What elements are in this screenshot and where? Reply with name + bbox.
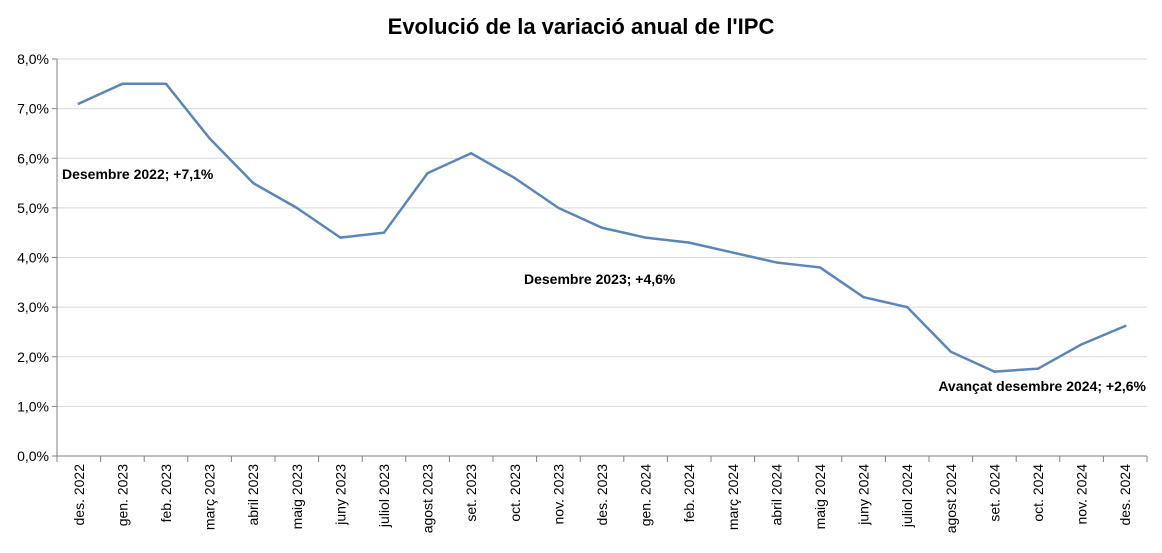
data-point <box>513 176 516 180</box>
data-point <box>557 206 560 210</box>
x-tick-label: maig 2023 <box>289 464 305 530</box>
x-tick-label: abril 2024 <box>768 464 784 526</box>
x-tick-label: maig 2024 <box>812 464 828 530</box>
y-tick-label: 7,0% <box>17 101 49 117</box>
x-tick-label: oct. 2023 <box>507 464 523 522</box>
data-point <box>121 82 124 86</box>
x-tick-label: des. 2022 <box>71 464 87 526</box>
data-point <box>600 226 604 229</box>
chart-title: Evolució de la variació anual de l'IPC <box>388 14 775 39</box>
y-tick-label: 8,0% <box>17 51 49 67</box>
y-tick-label: 0,0% <box>17 448 49 464</box>
annotation-label: Desembre 2023; +4,6% <box>524 271 676 287</box>
data-point <box>731 251 734 254</box>
y-tick-label: 4,0% <box>17 250 49 266</box>
data-point <box>688 241 691 244</box>
data-point <box>295 206 298 210</box>
x-tick-label: feb. 2024 <box>681 464 697 523</box>
x-tick-label: juny 2024 <box>856 464 872 526</box>
x-tick-label: nov. 2023 <box>550 464 566 525</box>
gridlines <box>57 58 1147 407</box>
data-point <box>949 350 952 353</box>
y-tick-label: 2,0% <box>17 349 49 365</box>
y-tick-label: 3,0% <box>17 299 49 315</box>
y-tick-label: 1,0% <box>17 398 49 414</box>
series-layer <box>77 82 1127 373</box>
axes <box>52 58 1148 462</box>
data-point <box>1036 367 1040 370</box>
x-tick-label: gen. 2023 <box>114 464 130 526</box>
data-point <box>906 305 909 309</box>
y-tick-label: 5,0% <box>17 200 49 216</box>
x-tick-label: des. 2024 <box>1117 464 1133 526</box>
data-point <box>775 261 778 264</box>
data-point <box>382 231 386 234</box>
data-point <box>208 137 211 140</box>
x-tick-label: set. 2023 <box>463 464 479 522</box>
data-point <box>77 102 81 105</box>
x-tick-label: juliol 2023 <box>376 464 392 528</box>
x-tick-label: març 2023 <box>202 464 218 530</box>
annotation-label: Desembre 2022; +7,1% <box>62 166 214 182</box>
data-point <box>1080 343 1083 346</box>
x-tick-label: nov. 2024 <box>1074 464 1090 525</box>
x-tick-label: feb. 2023 <box>158 464 174 523</box>
x-tick-label: agost 2023 <box>420 464 436 533</box>
x-tick-label: agost 2024 <box>943 464 959 533</box>
data-point <box>644 236 647 239</box>
data-point <box>339 236 342 239</box>
data-point <box>164 82 168 86</box>
annotations: Desembre 2022; +7,1% Desembre 2023; +4,6%… <box>62 166 1147 394</box>
data-point <box>818 266 822 269</box>
x-tick-label: set. 2024 <box>986 464 1002 522</box>
data-point <box>470 152 473 155</box>
x-tick-label: abril 2023 <box>245 464 261 526</box>
x-tick-label: juliol 2024 <box>899 464 915 528</box>
x-tick-label: juny 2023 <box>332 464 348 526</box>
data-point <box>426 171 429 175</box>
data-point <box>862 296 865 299</box>
annotation-label: Avançat desembre 2024; +2,6% <box>938 378 1146 394</box>
data-point <box>252 181 255 185</box>
x-tick-label: des. 2023 <box>594 464 610 526</box>
y-tick-label: 6,0% <box>17 150 49 166</box>
x-tick-label: gen. 2024 <box>638 464 654 526</box>
y-tick-labels: 0,0% 1,0% 2,0% 3,0% 4,0% 5,0% 6,0% 7,0% 8,0% <box>17 51 49 464</box>
x-tick-labels: des. 2022 gen. 2023 feb. 2023 març 2023 abri… <box>71 464 1133 534</box>
x-tick-label: març 2024 <box>725 464 741 530</box>
data-point <box>1124 324 1127 328</box>
data-point <box>993 370 996 373</box>
x-tick-label: oct. 2024 <box>1030 464 1046 522</box>
